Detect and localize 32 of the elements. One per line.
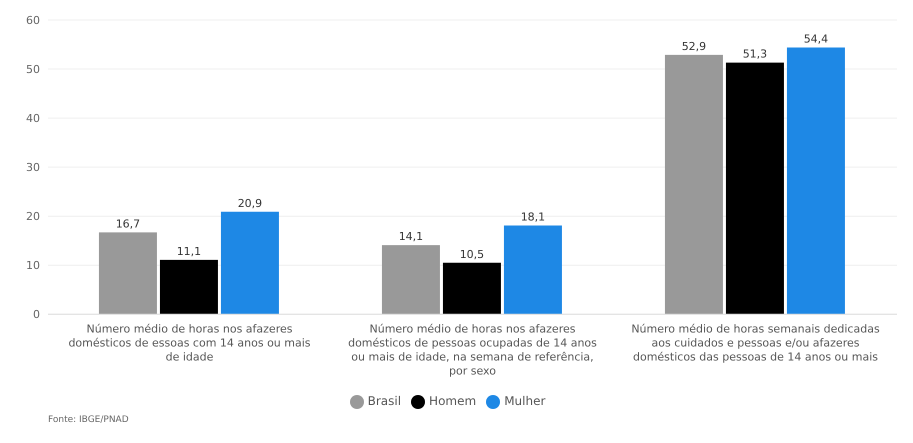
bar <box>726 62 784 314</box>
bar <box>664 54 723 314</box>
data-label: 51,3 <box>742 48 768 61</box>
x-tick-label: Número médio de horas semanais dedicadas aos cuidados e pessoas e/ou afazeres domésticos das pessoas de 14 anos ou mais <box>631 322 880 364</box>
y-tick-label: 0 <box>33 308 40 322</box>
data-label: 14,1 <box>398 230 424 244</box>
y-tick-label: 40 <box>26 112 40 125</box>
y-tick-label: 30 <box>26 161 40 174</box>
y-tick-label: 60 <box>26 14 40 27</box>
data-label: 18,1 <box>520 210 546 224</box>
legend-label: Brasil <box>368 394 402 408</box>
bar <box>160 260 218 314</box>
bar <box>442 262 501 314</box>
data-label: 52,9 <box>682 40 706 53</box>
bar <box>504 226 562 314</box>
legend-label: Homem <box>429 394 476 408</box>
data-label: 10,5 <box>460 248 484 261</box>
y-tick-label: 10 <box>26 259 40 272</box>
legend-label: Mulher <box>504 394 546 408</box>
bar <box>786 47 845 314</box>
x-tick-label: Número médio de horas nos afazeres domésticos de essoas com 14 anos ou mais de idade <box>68 322 311 364</box>
bar <box>220 212 279 314</box>
bar <box>98 232 157 314</box>
data-label: 20,9 <box>238 196 262 210</box>
data-label: 54,4 <box>804 32 828 46</box>
y-tick-label: 20 <box>26 210 40 224</box>
x-tick-label: Número médio de horas nos afazeres domésticos de pessoas ocupadas de 14 anos ou mais de idade, na semana de referência, por sexo <box>348 322 598 378</box>
y-tick-label: 50 <box>26 62 40 76</box>
data-label: 11,1 <box>176 244 202 258</box>
bar <box>382 245 440 314</box>
source-note: Fonte: IBGE/PNAD <box>48 415 130 425</box>
data-label: 16,7 <box>116 217 140 230</box>
